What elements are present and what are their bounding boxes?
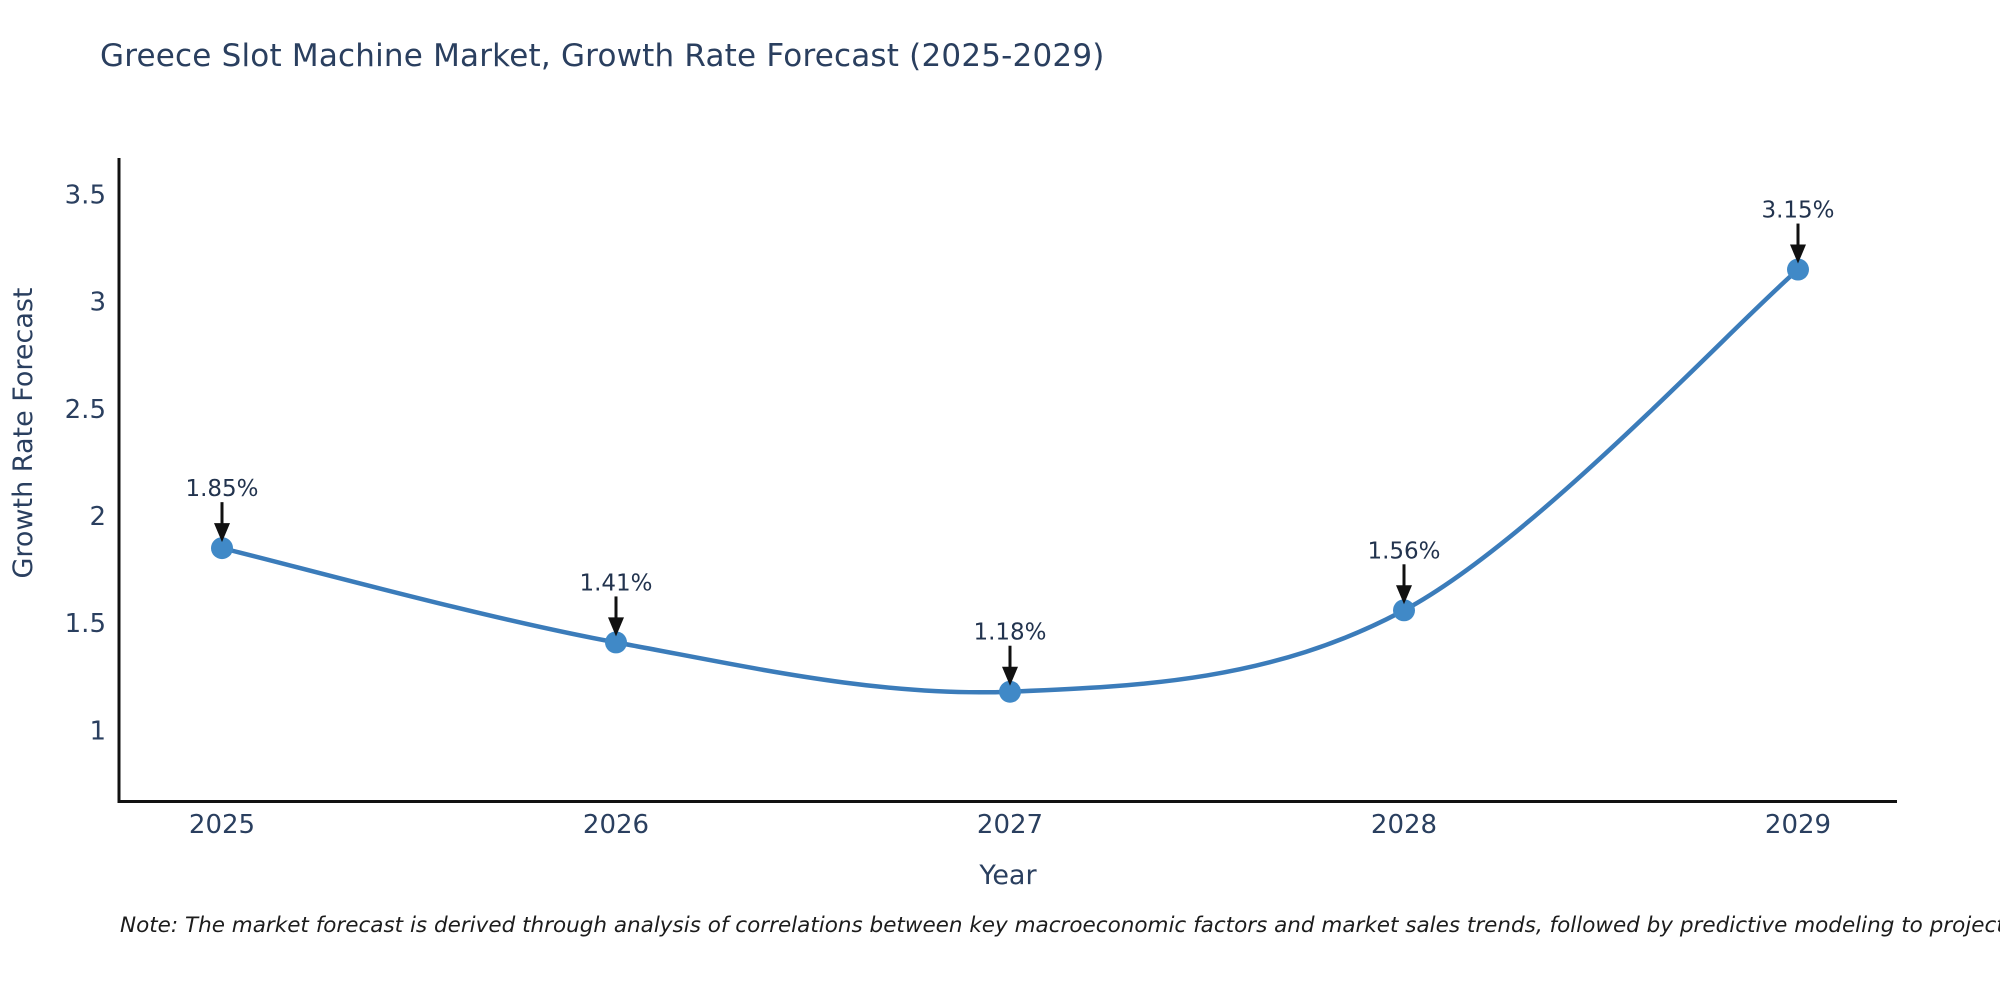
y-tick-label: 3	[89, 288, 106, 318]
data-point-2029	[1787, 258, 1809, 281]
annotation-label: 3.15%	[1761, 198, 1834, 224]
data-point-2025	[211, 537, 233, 560]
y-tick-label: 2	[89, 502, 106, 532]
annotation-arrowhead-icon	[1002, 666, 1018, 686]
annotation-arrowhead-icon	[214, 523, 230, 543]
x-tick-label: 2027	[977, 810, 1043, 840]
annotation-label: 1.41%	[579, 570, 652, 596]
annotation-label: 1.18%	[973, 620, 1046, 646]
x-tick-label: 2026	[583, 810, 649, 840]
annotation-arrowhead-icon	[1396, 585, 1412, 605]
x-tick-label: 2029	[1765, 810, 1831, 840]
y-tick-label: 1.5	[65, 609, 106, 639]
y-tick-label: 2.5	[65, 395, 106, 425]
annotation-label: 1.56%	[1367, 538, 1440, 564]
x-tick-label: 2028	[1371, 810, 1437, 840]
x-axis-title: Year	[978, 860, 1037, 891]
footnote-text: Note: The market forecast is derived thr…	[120, 913, 2000, 938]
y-axis-title: Growth Rate Forecast	[8, 287, 39, 578]
chart-title: Greece Slot Machine Market, Growth Rate …	[100, 38, 1105, 74]
annotation-arrowhead-icon	[1790, 244, 1806, 264]
data-point-2027	[999, 680, 1021, 703]
x-tick-label: 2025	[189, 810, 255, 840]
annotation-arrowhead-icon	[608, 617, 624, 637]
data-point-2028	[1393, 599, 1415, 622]
y-tick-label: 1	[89, 716, 106, 746]
y-tick-label: 3.5	[65, 181, 106, 211]
data-point-2026	[605, 631, 627, 654]
annotation-label: 1.85%	[185, 476, 258, 502]
